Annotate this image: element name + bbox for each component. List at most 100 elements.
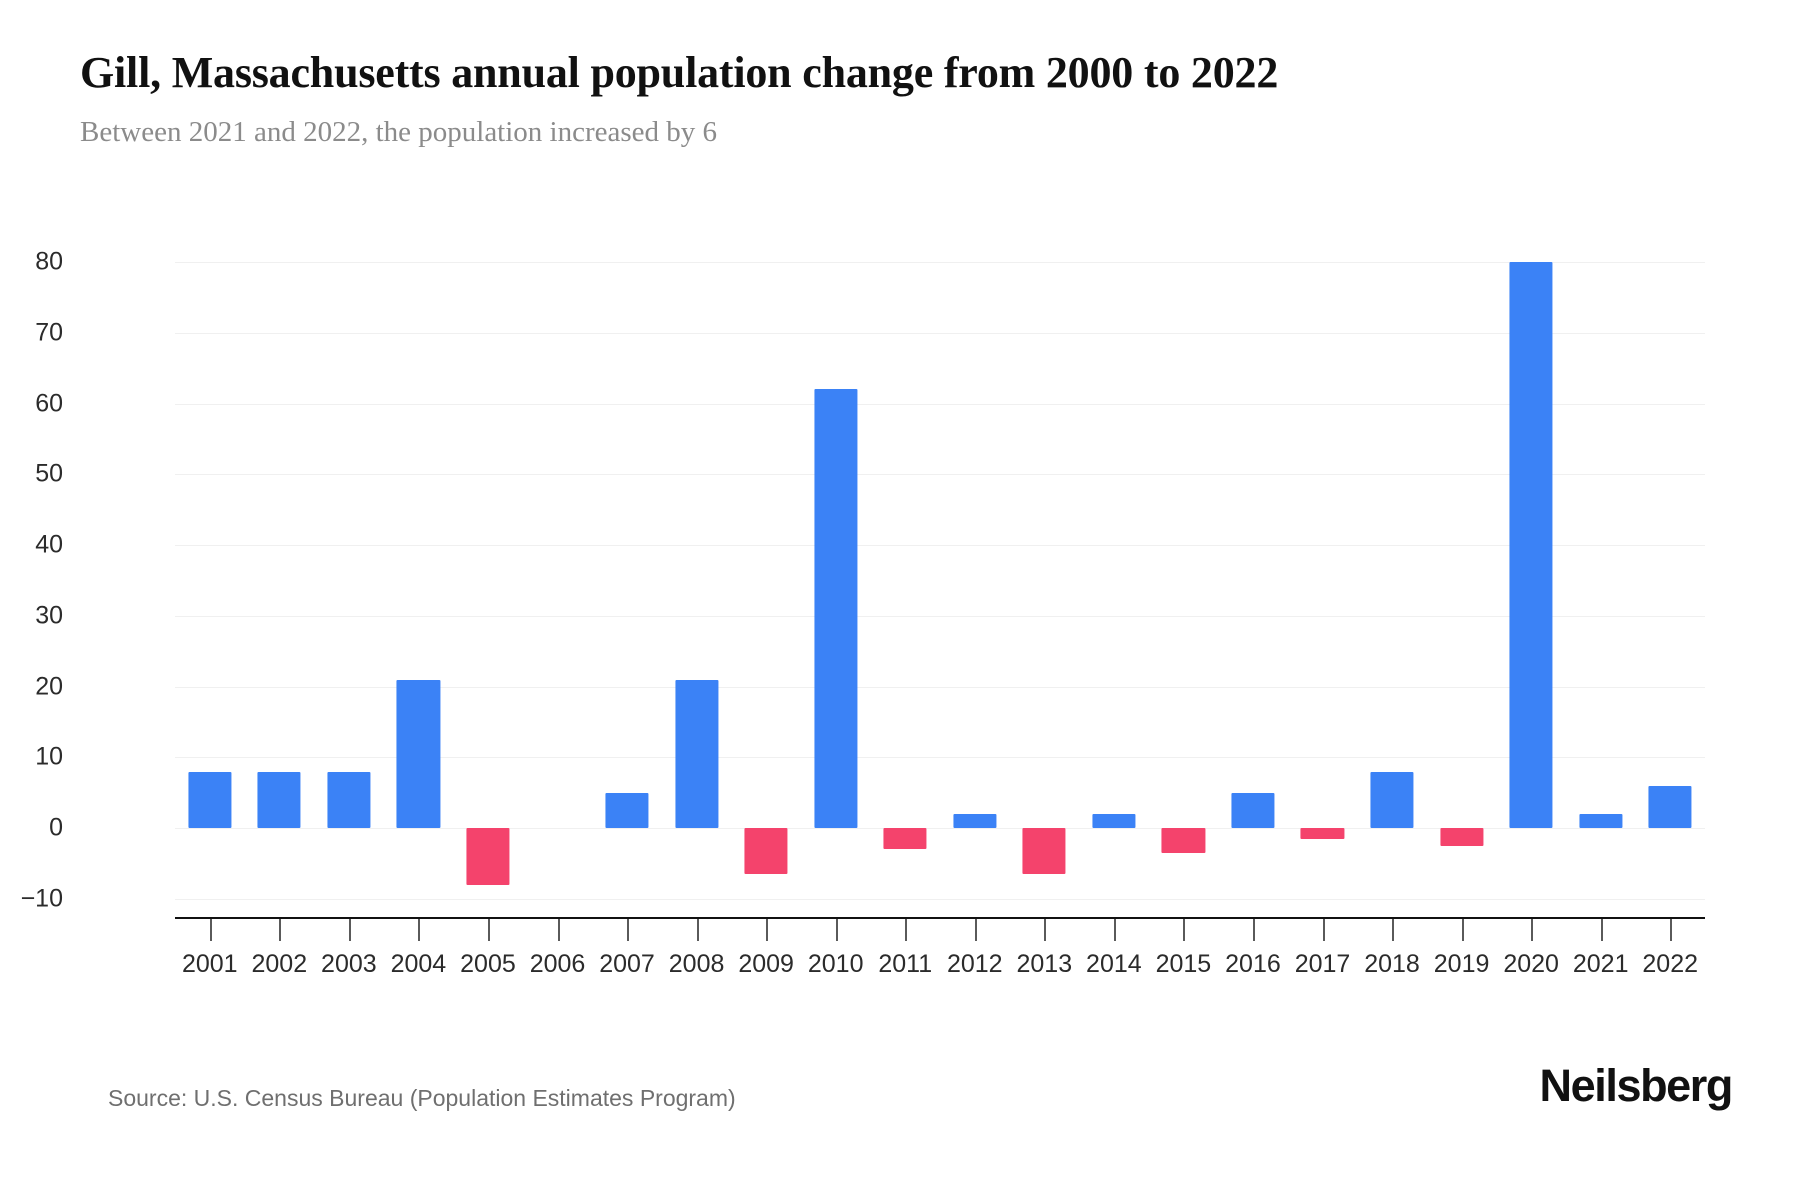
x-axis-tick xyxy=(1044,919,1047,941)
x-axis-tick-label: 2016 xyxy=(1225,950,1281,978)
x-axis-tick-label: 2015 xyxy=(1155,950,1212,978)
bar-slot[interactable] xyxy=(1218,262,1288,899)
chart-subtitle: Between 2021 and 2022, the population in… xyxy=(80,116,718,149)
x-axis-tick xyxy=(1322,919,1325,941)
x-axis-tick-label: 2013 xyxy=(1016,950,1073,978)
bar-slot[interactable] xyxy=(1496,262,1566,899)
x-axis-tick xyxy=(696,919,699,941)
x-axis-tick xyxy=(1113,919,1116,941)
bar-slot[interactable] xyxy=(940,262,1010,899)
x-axis-tick-label: 2002 xyxy=(251,950,308,978)
y-axis-tick-label: −10 xyxy=(20,884,63,913)
bar[interactable] xyxy=(1231,792,1275,829)
gridline xyxy=(175,615,1705,617)
plot-area: 80 70 60 50 40 30 20 10 0 −10 xyxy=(21,248,1705,913)
gridline xyxy=(175,545,1705,547)
y-axis-tick-label: 50 xyxy=(35,459,63,488)
x-axis-tick-label: 2022 xyxy=(1642,950,1699,978)
x-axis-tick-label: 2005 xyxy=(460,950,516,978)
x-axis-tick xyxy=(418,919,421,941)
bar[interactable] xyxy=(1370,771,1414,829)
bar-slot[interactable] xyxy=(1079,262,1149,899)
bar-slot[interactable] xyxy=(245,262,315,899)
gridline xyxy=(175,403,1705,405)
x-axis-tick xyxy=(1252,919,1255,941)
bar[interactable] xyxy=(466,828,510,885)
bar[interactable] xyxy=(814,389,858,829)
bar-slot[interactable] xyxy=(1427,262,1497,899)
x-axis-tick xyxy=(1531,919,1534,941)
page-title: Gill, Massachusetts annual population ch… xyxy=(80,48,1279,97)
x-axis-tick-label: 2019 xyxy=(1433,950,1490,978)
chart-plot-wrapper: 80 70 60 50 40 30 20 10 0 −10 2001 2002 2003 2004 200… xyxy=(0,245,1800,978)
brand-logo: Neilsberg xyxy=(1539,1060,1734,1111)
bar[interactable] xyxy=(1579,814,1623,829)
bar[interactable] xyxy=(1161,828,1205,853)
bar-slot[interactable] xyxy=(1635,262,1705,899)
y-axis-tick-label: 0 xyxy=(49,813,63,842)
bar-slot[interactable] xyxy=(1288,262,1358,899)
y-axis-tick-label: 80 xyxy=(35,247,63,276)
x-axis-tick xyxy=(1392,919,1395,941)
bar-slot[interactable] xyxy=(314,262,384,899)
x-axis-tick xyxy=(974,919,977,941)
bar[interactable] xyxy=(953,814,997,829)
x-axis-tick-label: 2020 xyxy=(1503,950,1559,978)
x-axis-tick-label: 2011 xyxy=(878,950,933,978)
bar[interactable] xyxy=(1300,828,1345,839)
bar[interactable] xyxy=(744,828,788,875)
y-axis-tick-label: 10 xyxy=(35,742,63,771)
x-axis-tick xyxy=(348,919,351,941)
x-axis-tick-label: 2001 xyxy=(181,950,238,978)
bar-slot[interactable] xyxy=(453,262,523,899)
bar-slot[interactable] xyxy=(662,262,732,899)
x-axis-tick-label: 2018 xyxy=(1364,950,1420,978)
gridline xyxy=(175,262,1705,263)
bar-slot[interactable] xyxy=(384,262,454,899)
y-axis-tick-label: 20 xyxy=(35,672,63,701)
x-axis-tick-label: 2006 xyxy=(529,950,586,978)
y-axis-tick-label: 70 xyxy=(35,318,63,347)
x-axis-tick xyxy=(487,919,490,941)
bar[interactable] xyxy=(1092,814,1136,829)
bar-slot[interactable] xyxy=(523,262,593,899)
gridline xyxy=(175,828,1705,830)
chart-header: Gill, Massachusetts annual population ch… xyxy=(80,48,1740,150)
x-axis-tick-label: 2004 xyxy=(390,950,447,978)
bar[interactable] xyxy=(1648,785,1692,829)
x-axis-tick xyxy=(557,919,560,941)
bar-slot[interactable] xyxy=(1010,262,1080,899)
bar[interactable] xyxy=(1022,828,1066,875)
bar-slot[interactable] xyxy=(1149,262,1219,899)
bar[interactable] xyxy=(1509,262,1553,829)
bar[interactable] xyxy=(883,828,927,850)
bar[interactable] xyxy=(327,771,371,829)
x-axis-tick-label: 2008 xyxy=(668,950,725,978)
x-axis-tick-label: 2009 xyxy=(738,950,794,978)
x-axis-tick xyxy=(1183,919,1186,941)
gridline xyxy=(175,686,1705,688)
bar-slot[interactable] xyxy=(801,262,871,899)
bar[interactable] xyxy=(1440,828,1484,846)
bar-slot[interactable] xyxy=(592,262,662,899)
x-axis-tick-label: 2014 xyxy=(1086,950,1142,978)
bar-slot[interactable] xyxy=(731,262,801,899)
gridline xyxy=(175,474,1705,476)
bar[interactable] xyxy=(188,771,232,829)
y-axis-tick-label: 60 xyxy=(35,389,63,418)
bar[interactable] xyxy=(396,679,440,829)
bar[interactable] xyxy=(605,792,649,829)
x-axis-tick xyxy=(627,919,630,941)
bar-slot[interactable] xyxy=(175,262,245,899)
y-axis-tick-label: 40 xyxy=(35,530,63,559)
x-axis-tick xyxy=(1461,919,1464,941)
bar-slot[interactable] xyxy=(1357,262,1427,899)
x-axis-tick xyxy=(1600,919,1603,941)
bar[interactable] xyxy=(675,679,719,829)
x-axis-tick xyxy=(905,919,908,941)
gridline xyxy=(175,899,1705,900)
bar-slot[interactable] xyxy=(870,262,940,899)
bar[interactable] xyxy=(257,771,301,829)
x-axis-tick xyxy=(209,919,212,941)
bar-slot[interactable] xyxy=(1566,262,1636,899)
